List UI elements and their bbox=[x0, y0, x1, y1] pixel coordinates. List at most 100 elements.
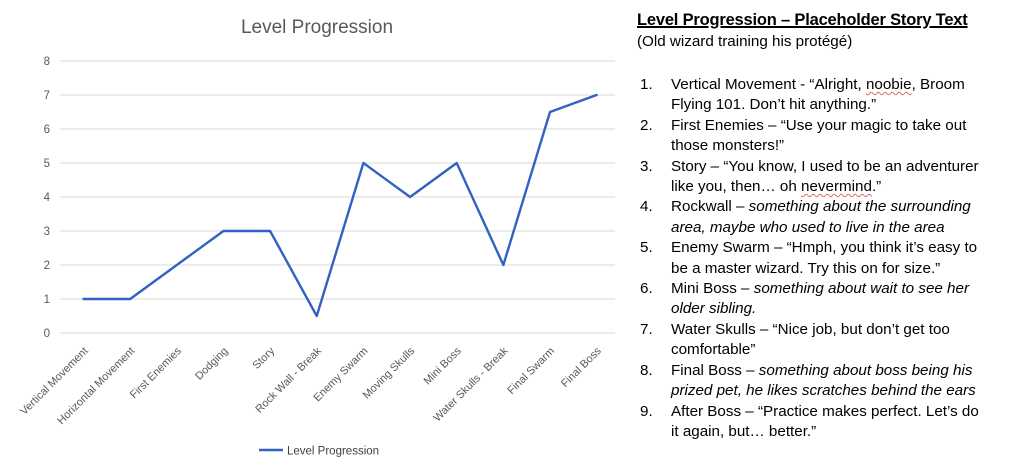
y-tick-label: 1 bbox=[44, 294, 50, 306]
y-tick-label: 7 bbox=[44, 90, 50, 102]
list-item: 7. Water Skulls – “Nice job, but don’t ge… bbox=[637, 320, 1022, 361]
text-segment: .” bbox=[871, 178, 882, 196]
x-tick-label: Story bbox=[251, 345, 278, 372]
item-line: Rockwall – something about the surroundi… bbox=[671, 197, 1022, 217]
y-tick-label: 0 bbox=[44, 328, 50, 340]
text-segment: Enemy Swarm – “Hmph, you think it’s easy… bbox=[671, 239, 978, 257]
text-segment: older sibling. bbox=[671, 300, 757, 318]
y-tick-label: 3 bbox=[44, 226, 50, 238]
item-line: those monsters!” bbox=[671, 136, 1022, 156]
item-line: Final Boss – something about boss being … bbox=[671, 361, 1022, 381]
text-segment: Vertical Movement - “Alright, bbox=[671, 76, 866, 93]
item-line: comfortable” bbox=[671, 340, 1022, 360]
text-segment: it again, but… better.” bbox=[671, 422, 817, 440]
x-tick-label: Mini Boss bbox=[422, 345, 465, 388]
text-segment: First Enemies – “Use your magic to take … bbox=[671, 116, 967, 134]
chart-svg: Level Progression 0 1 2 3 4 5 6 7 8 Vertical Mov… bbox=[18, 17, 615, 458]
text-segment: Water Skulls – “Nice job, but don’t get … bbox=[671, 320, 950, 338]
item-line: area, maybe who used to live in the area bbox=[671, 218, 1022, 238]
chart-gridlines bbox=[60, 60, 615, 334]
text-segment: be a master wizard. Try this on for size… bbox=[671, 259, 941, 277]
y-tick-label: 5 bbox=[44, 158, 50, 170]
item-number: 8. bbox=[640, 361, 653, 379]
x-tick-label: Final Boss bbox=[559, 345, 604, 390]
item-text: Water Skulls – “Nice job, but don’t get … bbox=[671, 320, 1022, 361]
item-number: 6. bbox=[640, 280, 653, 298]
item-line: Story – “You know, I used to be an adven… bbox=[671, 157, 1022, 177]
item-line: Mini Boss – something about wait to see … bbox=[671, 279, 1022, 299]
item-line: older sibling. bbox=[671, 299, 1022, 319]
text-segment: Mini Boss – bbox=[671, 280, 754, 298]
item-line: it again, but… better.” bbox=[671, 422, 1022, 442]
item-number: 9. bbox=[640, 402, 653, 420]
item-number: 7. bbox=[640, 320, 653, 338]
item-number: 1. bbox=[640, 76, 653, 93]
item-text: Mini Boss – something about wait to see … bbox=[671, 279, 1022, 320]
text-segment: Final Boss – bbox=[671, 361, 759, 379]
text-segment: After Boss – “Practice makes perfect. Le… bbox=[671, 402, 979, 420]
y-tick-label: 4 bbox=[44, 192, 51, 204]
list-item: 3. Story – “You know, I used to be an adv… bbox=[637, 157, 1022, 198]
item-text: Final Boss – something about boss being … bbox=[671, 361, 1022, 402]
list-item: 5. Enemy Swarm – “Hmph, you think it’s ea… bbox=[637, 238, 1022, 279]
list-item: 8. Final Boss – something about boss bein… bbox=[637, 361, 1022, 402]
chart-legend: Level Progression bbox=[259, 446, 379, 458]
y-axis-labels: 0 1 2 3 4 5 6 7 8 bbox=[44, 56, 51, 340]
x-tick-label: Final Swarm bbox=[505, 345, 557, 397]
item-text: Enemy Swarm – “Hmph, you think it’s easy… bbox=[671, 238, 1022, 279]
y-tick-label: 8 bbox=[44, 56, 50, 68]
story-panel-subtitle: (Old wizard training his protégé) bbox=[637, 33, 853, 50]
text-segment: Story – “You know, I used to be an adven… bbox=[671, 157, 979, 175]
misspelled-word: nevermind bbox=[801, 178, 872, 196]
item-line: Water Skulls – “Nice job, but don’t get … bbox=[671, 320, 1022, 340]
text-segment: like you, then… oh bbox=[671, 178, 802, 196]
text-segment: something about wait to see her bbox=[753, 280, 970, 298]
item-line: Vertical Movement - “Alright, noobie, Br… bbox=[671, 75, 1022, 95]
item-number: 5. bbox=[640, 239, 653, 257]
y-tick-label: 2 bbox=[44, 260, 50, 272]
item-text: Story – “You know, I used to be an adven… bbox=[671, 157, 1022, 198]
story-list: 1. Vertical Movement - “Alright, noobie, … bbox=[637, 75, 1022, 442]
item-text: Rockwall – something about the surroundi… bbox=[671, 197, 1022, 238]
item-line: After Boss – “Practice makes perfect. Le… bbox=[671, 402, 1022, 422]
item-line: prized pet, he likes scratches behind th… bbox=[671, 381, 1022, 401]
story-panel: Level Progression – Placeholder Story Te… bbox=[637, 10, 1022, 442]
x-tick-label: Dodging bbox=[193, 345, 230, 382]
legend-label: Level Progression bbox=[287, 446, 379, 458]
item-number: 4. bbox=[640, 198, 653, 216]
story-panel-title: Level Progression – Placeholder Story Te… bbox=[637, 11, 968, 29]
chart-title: Level Progression bbox=[241, 17, 393, 38]
list-item: 2. First Enemies – “Use your magic to tak… bbox=[637, 116, 1022, 157]
text-segment: something about boss being his bbox=[758, 361, 973, 379]
text-segment: something about the surrounding bbox=[748, 198, 971, 216]
item-text: Vertical Movement - “Alright, noobie, Br… bbox=[671, 75, 1022, 116]
chart-series-line bbox=[82, 93, 598, 318]
item-number: 2. bbox=[640, 116, 653, 134]
item-text: After Boss – “Practice makes perfect. Le… bbox=[671, 402, 1022, 443]
item-line: Flying 101. Don’t hit anything.” bbox=[671, 95, 1022, 115]
text-segment: area, maybe who used to live in the area bbox=[671, 218, 945, 236]
text-segment: Rockwall – bbox=[671, 198, 749, 216]
item-line: be a master wizard. Try this on for size… bbox=[671, 259, 1022, 279]
text-segment: comfortable” bbox=[671, 341, 756, 359]
series-polyline bbox=[82, 93, 598, 318]
item-line: like you, then… oh nevermind.” bbox=[671, 177, 1022, 197]
item-line: First Enemies – “Use your magic to take … bbox=[671, 116, 1022, 136]
text-segment: Flying 101. Don’t hit anything.” bbox=[671, 96, 877, 114]
item-line: Enemy Swarm – “Hmph, you think it’s easy… bbox=[671, 238, 1022, 258]
list-item: 6. Mini Boss – something about wait to se… bbox=[637, 279, 1022, 320]
item-number: 3. bbox=[640, 157, 653, 175]
x-tick-label: Horizontal Movement bbox=[55, 345, 137, 427]
list-item: 1. Vertical Movement - “Alright, noobie, … bbox=[637, 75, 1022, 116]
item-text: First Enemies – “Use your magic to take … bbox=[671, 116, 1022, 157]
text-segment: prized pet, he likes scratches behind th… bbox=[671, 382, 976, 400]
list-item: 9. After Boss – “Practice makes perfect. … bbox=[637, 402, 1022, 443]
list-item: 4. Rockwall – something about the surroun… bbox=[637, 197, 1022, 238]
misspelled-word: noobie bbox=[865, 76, 912, 93]
text-segment: those monsters!” bbox=[671, 137, 785, 155]
level-progression-chart: Level Progression 0 1 2 3 4 5 6 7 8 Vertical Mov… bbox=[18, 17, 615, 458]
y-tick-label: 6 bbox=[44, 124, 50, 136]
text-segment: , Broom bbox=[911, 76, 965, 93]
